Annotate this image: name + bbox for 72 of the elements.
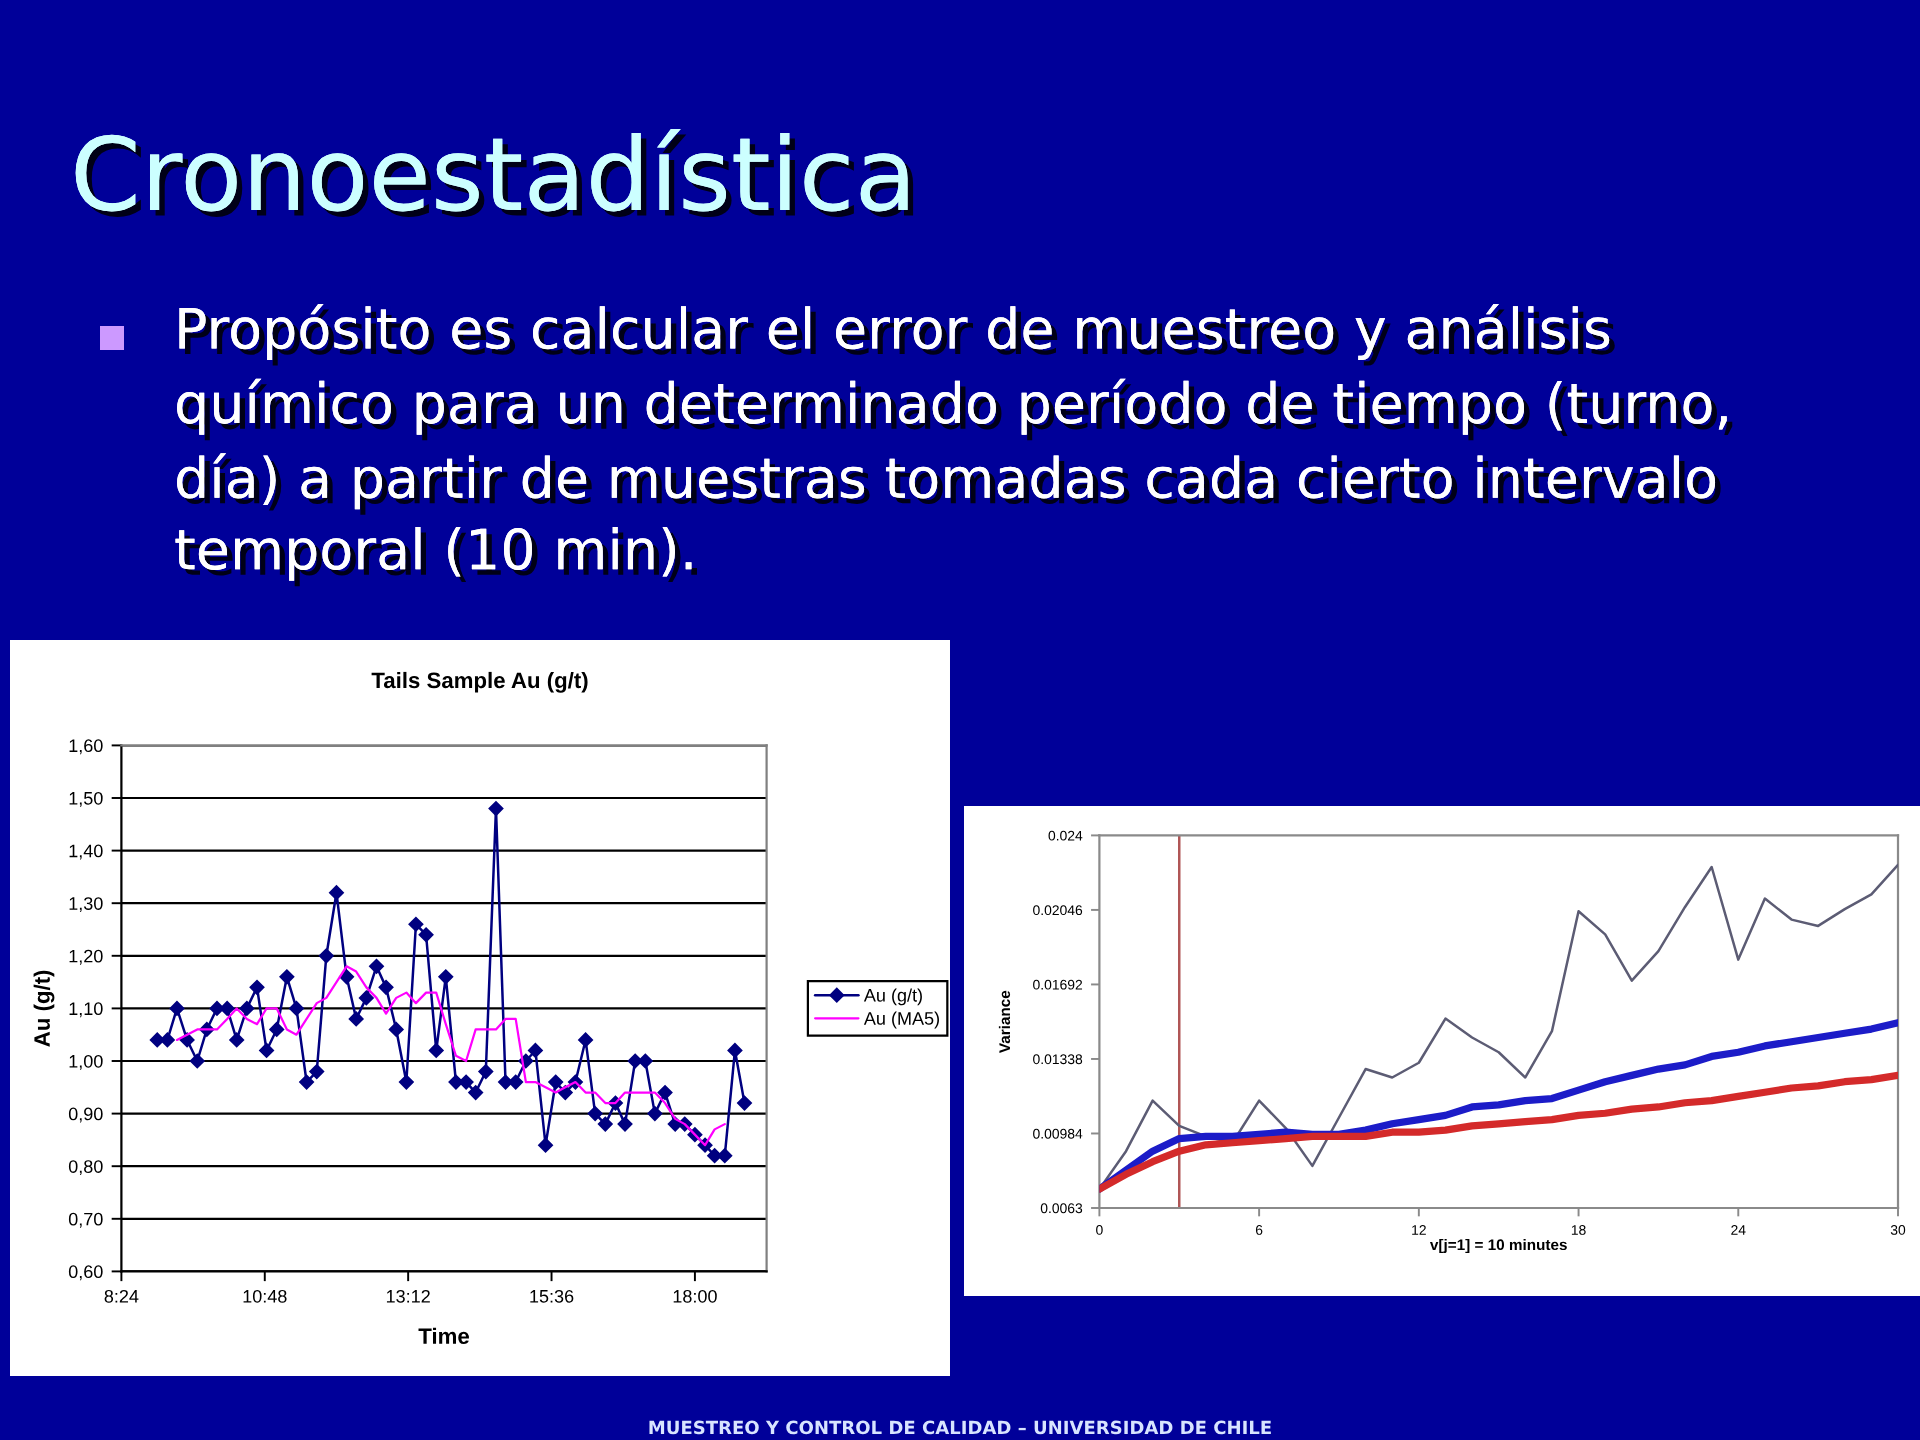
point (717, 1148, 733, 1163)
point (478, 1064, 494, 1079)
point (488, 801, 504, 816)
text: MUESTREO Y CONTROL DE CALIDAD – UNIVERSIDAD DE CHILE (649, 1420, 1271, 1435)
point (528, 1043, 543, 1058)
point (557, 1085, 573, 1100)
point (299, 1074, 314, 1090)
point (289, 1001, 304, 1016)
y-tick-label: 0,90 (68, 1107, 103, 1123)
point (348, 1011, 364, 1027)
point (408, 916, 424, 932)
point (638, 1053, 653, 1069)
point (438, 969, 454, 985)
point (339, 969, 354, 985)
y-tick-label: 0,70 (68, 1212, 103, 1228)
line-series (1099, 1071, 1898, 1193)
x-tick-label: 15:36 (530, 1289, 574, 1303)
point (279, 969, 295, 985)
x-axis-title: Time (418, 1327, 469, 1344)
chart-title: Tails Sample Au (g/t) (371, 671, 588, 693)
legend-label: Au (MA5) (863, 1011, 939, 1029)
x-tick-label: 10:48 (243, 1289, 287, 1303)
point (249, 980, 265, 995)
point (160, 1032, 175, 1048)
point (359, 990, 374, 1006)
y-tick-label: 0,80 (68, 1160, 103, 1176)
x-tick-label: 13:12 (386, 1289, 430, 1303)
point (369, 959, 384, 974)
point (617, 1116, 633, 1132)
y-tick-label: 1,00 (69, 1054, 103, 1070)
point (189, 1053, 205, 1069)
point (399, 1074, 414, 1090)
y-tick-label: 1,40 (69, 844, 103, 860)
point (578, 1032, 593, 1048)
y-tick-label: 1,30 (69, 897, 103, 913)
point (229, 1032, 244, 1048)
legend-label: Au (g/t) (863, 988, 922, 1006)
point (468, 1085, 483, 1100)
point (598, 1116, 613, 1132)
point (169, 1001, 185, 1016)
y-axis-title: Au (g/t) (33, 970, 55, 1047)
y-tick-label: 1,50 (69, 791, 103, 807)
point (657, 1085, 673, 1100)
point (737, 1095, 752, 1111)
x-tick-label: 8:24 (104, 1289, 139, 1303)
point (418, 927, 434, 943)
y-tick-label: 1,60 (69, 739, 103, 755)
point (548, 1074, 563, 1090)
point (647, 1106, 663, 1121)
point (259, 1043, 274, 1058)
line-series (1099, 1019, 1898, 1193)
point (538, 1137, 553, 1153)
point (269, 1022, 285, 1037)
y-tick-label: 1,10 (69, 1002, 103, 1018)
point (498, 1074, 513, 1090)
point (239, 1001, 255, 1016)
text: Cronoestadística (75, 128, 914, 217)
point (388, 1022, 404, 1037)
point (627, 1053, 643, 1069)
point (329, 885, 344, 900)
point (727, 1043, 743, 1058)
y-tick-label: 1,20 (69, 949, 103, 965)
text: Propósito es calcular el error de muestreo y análisis químico para un determinado período de tiempo (turno, día) a partir de muestras tomadas cada cierto intervalo temporal (10 min). (175, 304, 1733, 587)
point (149, 1032, 165, 1048)
point (587, 1106, 603, 1121)
x-tick-label: 18:00 (673, 1289, 717, 1303)
point (378, 980, 394, 995)
point (309, 1064, 325, 1079)
point (508, 1074, 523, 1090)
point (319, 948, 334, 964)
y-tick-label: 0,60 (68, 1265, 103, 1281)
point (428, 1043, 444, 1058)
